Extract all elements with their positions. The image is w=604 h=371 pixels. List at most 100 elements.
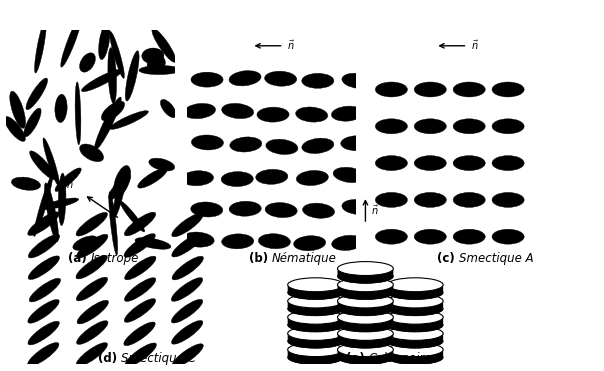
Polygon shape — [338, 349, 393, 364]
Ellipse shape — [230, 137, 262, 152]
Ellipse shape — [266, 139, 298, 154]
Polygon shape — [387, 285, 443, 299]
Ellipse shape — [152, 28, 176, 62]
Polygon shape — [338, 269, 393, 283]
Ellipse shape — [387, 343, 443, 357]
Ellipse shape — [387, 326, 443, 340]
Ellipse shape — [387, 334, 443, 348]
Ellipse shape — [182, 232, 214, 247]
Text: Isotrope: Isotrope — [91, 252, 139, 265]
Ellipse shape — [142, 48, 164, 64]
Ellipse shape — [124, 322, 155, 346]
Ellipse shape — [288, 318, 344, 332]
Ellipse shape — [124, 212, 156, 236]
Ellipse shape — [124, 278, 156, 301]
Ellipse shape — [28, 321, 59, 345]
Ellipse shape — [28, 212, 59, 236]
Ellipse shape — [338, 334, 393, 348]
Ellipse shape — [76, 342, 108, 366]
Text: $\vec{n}$: $\vec{n}$ — [371, 203, 379, 217]
Ellipse shape — [265, 71, 297, 86]
Ellipse shape — [109, 192, 118, 255]
Ellipse shape — [387, 318, 443, 332]
Polygon shape — [288, 301, 344, 316]
Ellipse shape — [28, 342, 59, 366]
Ellipse shape — [302, 138, 334, 154]
Ellipse shape — [172, 213, 203, 237]
Ellipse shape — [338, 286, 393, 300]
Ellipse shape — [28, 234, 60, 258]
Ellipse shape — [288, 286, 344, 300]
Ellipse shape — [113, 170, 126, 219]
Ellipse shape — [257, 107, 289, 122]
Ellipse shape — [288, 326, 344, 340]
Ellipse shape — [40, 198, 79, 210]
Ellipse shape — [221, 172, 253, 187]
Ellipse shape — [191, 135, 223, 150]
Ellipse shape — [34, 20, 47, 73]
Polygon shape — [288, 334, 344, 348]
Ellipse shape — [76, 255, 108, 279]
Ellipse shape — [387, 278, 443, 292]
Ellipse shape — [109, 111, 149, 129]
Text: $\vec{n}$: $\vec{n}$ — [287, 39, 295, 52]
Ellipse shape — [375, 193, 408, 207]
Ellipse shape — [288, 334, 344, 348]
Text: $\vec{n}$: $\vec{n}$ — [66, 178, 74, 191]
Ellipse shape — [288, 302, 344, 316]
Ellipse shape — [288, 278, 344, 292]
Ellipse shape — [126, 51, 139, 101]
Text: Colonnaire: Colonnaire — [368, 352, 432, 365]
Ellipse shape — [338, 278, 393, 292]
Ellipse shape — [98, 23, 110, 60]
Ellipse shape — [375, 82, 408, 97]
Text: (b): (b) — [249, 252, 272, 265]
Ellipse shape — [303, 203, 335, 218]
Polygon shape — [338, 285, 393, 299]
Ellipse shape — [43, 138, 59, 186]
Ellipse shape — [76, 212, 108, 236]
Ellipse shape — [332, 235, 364, 250]
Ellipse shape — [294, 236, 326, 251]
Ellipse shape — [414, 229, 446, 244]
Ellipse shape — [82, 69, 122, 92]
Ellipse shape — [453, 82, 485, 97]
Polygon shape — [338, 334, 393, 348]
Ellipse shape — [387, 294, 443, 308]
Ellipse shape — [77, 321, 108, 344]
Ellipse shape — [34, 175, 53, 236]
Text: Smectique C: Smectique C — [121, 352, 196, 365]
Ellipse shape — [229, 70, 261, 86]
Ellipse shape — [375, 119, 408, 134]
Ellipse shape — [10, 91, 25, 128]
Ellipse shape — [332, 106, 364, 121]
Ellipse shape — [375, 155, 408, 171]
Ellipse shape — [338, 269, 393, 283]
Polygon shape — [288, 349, 344, 364]
Text: $\vec{n}$: $\vec{n}$ — [471, 39, 479, 52]
Ellipse shape — [114, 165, 130, 197]
Ellipse shape — [338, 302, 393, 316]
Ellipse shape — [110, 32, 124, 78]
Ellipse shape — [73, 236, 98, 250]
Ellipse shape — [147, 55, 165, 73]
Ellipse shape — [387, 351, 443, 364]
Ellipse shape — [338, 351, 393, 364]
Polygon shape — [338, 317, 393, 332]
Ellipse shape — [184, 104, 216, 119]
Ellipse shape — [172, 344, 204, 367]
Text: (c): (c) — [437, 252, 459, 265]
Ellipse shape — [265, 203, 297, 218]
Text: (a): (a) — [68, 252, 91, 265]
Ellipse shape — [109, 174, 130, 200]
Polygon shape — [387, 301, 443, 316]
Text: Nématique: Nématique — [272, 252, 336, 265]
Ellipse shape — [172, 278, 203, 301]
Ellipse shape — [75, 82, 81, 145]
Ellipse shape — [222, 234, 254, 249]
Ellipse shape — [222, 104, 254, 119]
Ellipse shape — [181, 171, 214, 186]
Ellipse shape — [259, 234, 291, 249]
Ellipse shape — [77, 300, 109, 324]
Ellipse shape — [135, 237, 171, 249]
